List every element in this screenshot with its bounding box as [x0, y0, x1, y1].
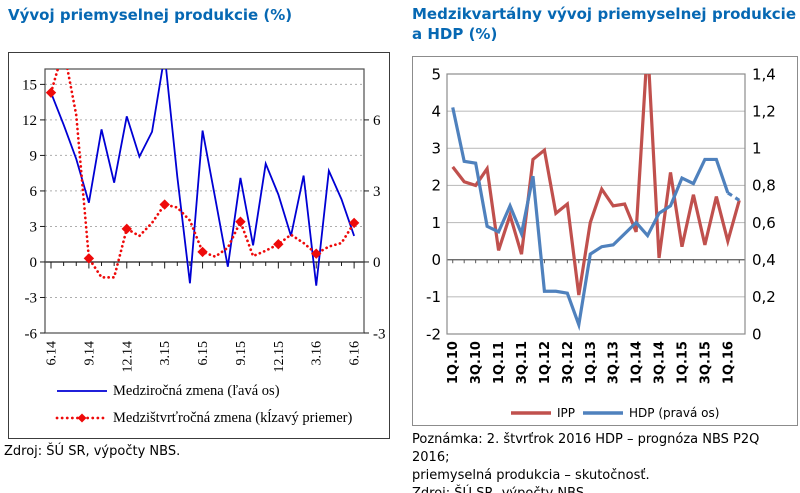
- right-chart-note-line1: Poznámka: 2. štvrťrok 2016 HDP – prognóz…: [412, 432, 760, 465]
- right-chart-note-line2: priemyselná produkcia – skutočnosť.: [412, 468, 650, 483]
- x-axis-label: 1Q.13: [584, 341, 599, 384]
- y-axis-label-right: 0,4: [752, 251, 776, 269]
- legend-label: HDP (pravá os): [629, 406, 719, 420]
- y-axis-label-left: 0: [30, 255, 38, 271]
- right-chart-box: 5 4 3 2 1 0 -1 -2 1,4 1,2 1 0,8 0,6 0,4 0,2 0 1Q.10 3Q.10…: [412, 56, 798, 426]
- y-axis-label-left: 0: [431, 251, 441, 269]
- diamond-marker: [45, 87, 57, 98]
- legend-label: Medziročná zmena (ľavá os): [113, 383, 280, 399]
- y-axis-label-left: -2: [426, 325, 441, 343]
- series-hdp-forecast-segment: [726, 191, 741, 202]
- diamond-marker: [159, 199, 170, 210]
- y-axis-label-left: 6: [30, 184, 38, 200]
- y-axis-label-left: -3: [25, 291, 38, 307]
- y-axis-label-left: 9: [30, 149, 38, 165]
- x-axis-label: 3Q.13: [607, 341, 622, 384]
- x-axis-label: 3.15: [158, 341, 173, 366]
- y-axis-label-left: 12: [22, 113, 37, 129]
- x-axis-label: 6.15: [196, 341, 211, 366]
- y-axis-label-right: 0: [373, 255, 381, 271]
- series-yoy-line: [50, 69, 355, 286]
- y-axis-label-left: -6: [25, 326, 38, 342]
- right-chart: 5 4 3 2 1 0 -1 -2 1,4 1,2 1 0,8 0,6 0,4 0,2 0 1Q.10 3Q.10…: [426, 65, 776, 420]
- y-axis-label-right: 0: [752, 325, 762, 343]
- diamond-marker: [197, 246, 208, 258]
- diamond-marker: [121, 223, 132, 235]
- y-axis-label-right: 3: [373, 184, 381, 200]
- x-axis-label: 6.14: [45, 341, 60, 366]
- x-axis-label: 1Q.10: [446, 341, 461, 384]
- x-axis-label: 1Q.16: [721, 341, 736, 384]
- right-chart-title: Medzikvartálny vývoj priemyselnej produk…: [412, 5, 796, 43]
- y-axis-label-left: 3: [30, 220, 38, 236]
- plot-frame: [44, 68, 365, 334]
- diamond-marker: [311, 248, 322, 259]
- y-axis-label-left: 4: [431, 102, 441, 120]
- x-axis-label: 3Q.14: [653, 341, 668, 384]
- y-axis-label-right: 0,8: [752, 177, 776, 195]
- y-axis-label-right: 1: [752, 140, 762, 158]
- diamond-marker: [273, 239, 284, 250]
- left-chart-source: Zdroj: ŠÚ SR, výpočty NBS.: [4, 444, 181, 459]
- left-chart-box: 15 12 9 6 3 0 -3 -6 6 3 0 -3 6.14 9.14 12.14 3.15 6.15 9.…: [8, 52, 390, 439]
- y-axis-label-right: 0,6: [752, 214, 776, 232]
- x-axis-label: 3Q.10: [469, 341, 484, 384]
- x-axis-label: 1Q.11: [492, 341, 507, 384]
- legend-diamond-marker: [77, 413, 87, 423]
- y-axis-label-right: 0,2: [752, 288, 776, 306]
- x-axis-label: 9.15: [234, 341, 249, 366]
- y-axis-label-left: 5: [431, 65, 441, 83]
- left-chart-title: Vývoj priemyselnej produkcie (%): [8, 6, 293, 24]
- legend-label: IPP: [557, 406, 575, 420]
- x-axis-label: 12.14: [120, 341, 135, 373]
- x-axis-label: 1Q.15: [675, 341, 690, 384]
- x-axis-label: 3Q.11: [515, 341, 530, 384]
- y-axis-label-left: 15: [22, 78, 37, 94]
- plot-frame: [446, 73, 746, 335]
- left-chart: 15 12 9 6 3 0 -3 -6 6 3 0 -3 6.14 9.14 12.14 3.15 6.15 9.…: [22, 68, 386, 426]
- x-axis-label: 9.14: [82, 341, 97, 366]
- x-axis-label: 6.16: [348, 341, 363, 366]
- y-axis-label-left: 1: [431, 214, 441, 232]
- x-axis-label: 3.16: [310, 341, 325, 366]
- y-axis-label-left: 3: [431, 140, 441, 158]
- series-qoq-dotted-line: [49, 69, 356, 279]
- y-axis-label-right: 6: [373, 113, 381, 129]
- y-axis-label-right: 1,2: [752, 102, 776, 120]
- y-axis-label-left: 2: [431, 177, 441, 195]
- series-hdp-line: [451, 107, 730, 332]
- x-axis-label: 1Q.12: [538, 341, 553, 384]
- x-axis-label: 12.15: [272, 341, 287, 373]
- diamond-marker: [348, 217, 360, 229]
- diamond-marker: [83, 253, 95, 264]
- right-chart-source: Zdroj: ŠÚ SR, výpočty NBS.: [412, 485, 800, 493]
- x-axis-label: 3Q.15: [698, 341, 713, 384]
- x-axis-label: 1Q.14: [630, 341, 645, 384]
- diamond-marker: [235, 216, 246, 227]
- y-axis-label-right: -3: [373, 326, 386, 342]
- legend-label: Medzištvrťročná zmena (kĺzavý priemer): [113, 409, 352, 426]
- x-axis-label: 3Q.12: [561, 341, 576, 384]
- series-ipp-line: [451, 74, 741, 296]
- y-axis-label-left: -1: [426, 288, 441, 306]
- y-axis-label-right: 1,4: [752, 65, 776, 83]
